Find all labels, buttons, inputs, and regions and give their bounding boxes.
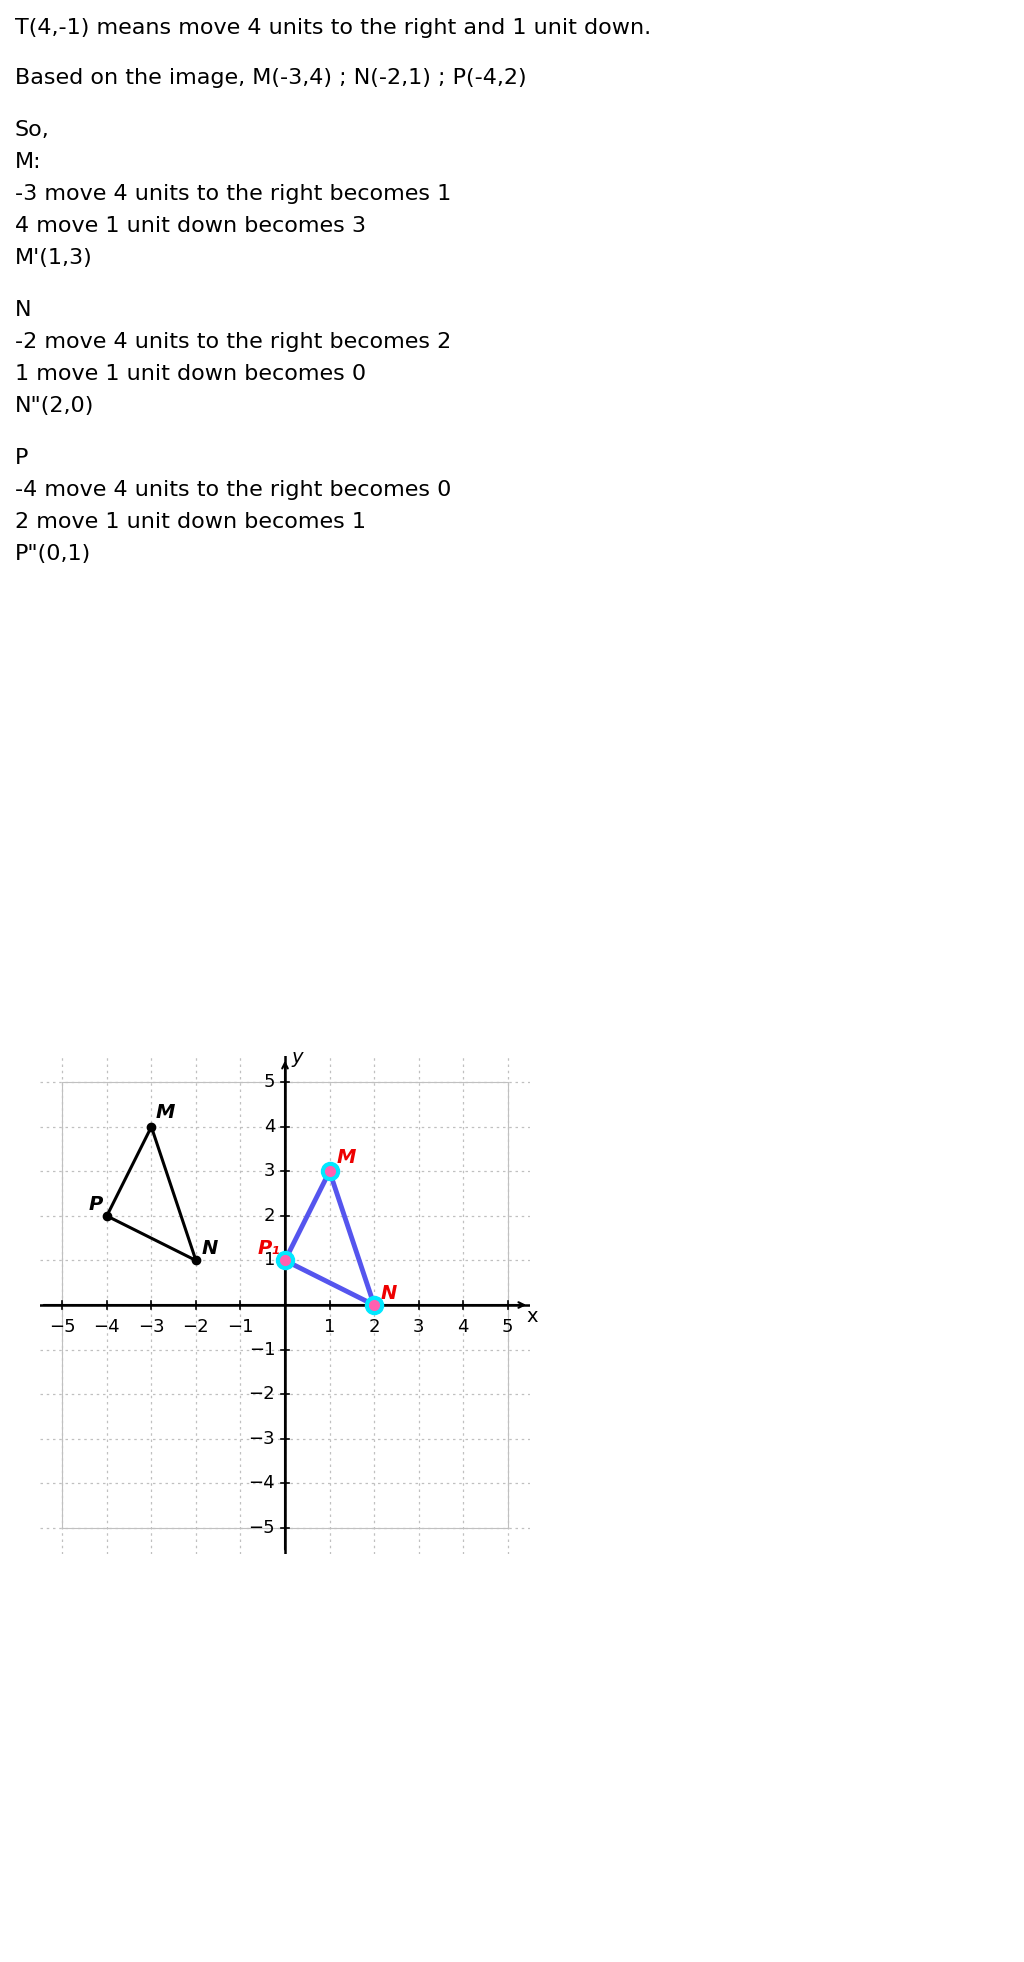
Text: P"(0,1): P"(0,1) xyxy=(15,543,91,563)
Text: N: N xyxy=(202,1240,218,1258)
Text: N"(2,0): N"(2,0) xyxy=(15,396,94,416)
Text: 1: 1 xyxy=(324,1318,335,1336)
Text: x: x xyxy=(526,1307,538,1326)
Text: P: P xyxy=(15,447,29,469)
Text: 5: 5 xyxy=(264,1073,275,1091)
Text: 1: 1 xyxy=(264,1252,275,1269)
Text: M: M xyxy=(336,1148,355,1167)
Text: 3: 3 xyxy=(264,1162,275,1181)
Text: −2: −2 xyxy=(182,1318,209,1336)
Text: 4: 4 xyxy=(458,1318,469,1336)
Text: M: M xyxy=(156,1103,175,1122)
Text: −3: −3 xyxy=(249,1430,275,1448)
Text: Based on the image, M(-3,4) ; N(-2,1) ; P(-4,2): Based on the image, M(-3,4) ; N(-2,1) ; … xyxy=(15,69,526,88)
Text: -3 move 4 units to the right becomes 1: -3 move 4 units to the right becomes 1 xyxy=(15,184,452,204)
Text: M:: M: xyxy=(15,151,42,173)
Text: 3: 3 xyxy=(413,1318,424,1336)
Text: 2 move 1 unit down becomes 1: 2 move 1 unit down becomes 1 xyxy=(15,512,366,532)
Text: −1: −1 xyxy=(249,1340,275,1358)
Text: y: y xyxy=(292,1048,303,1067)
Text: −4: −4 xyxy=(93,1318,120,1336)
Text: N: N xyxy=(15,300,32,320)
Text: -2 move 4 units to the right becomes 2: -2 move 4 units to the right becomes 2 xyxy=(15,332,452,351)
Text: −4: −4 xyxy=(249,1473,275,1493)
Text: −1: −1 xyxy=(227,1318,254,1336)
Text: −2: −2 xyxy=(249,1385,275,1403)
Text: 5: 5 xyxy=(502,1318,513,1336)
Text: -4 move 4 units to the right becomes 0: -4 move 4 units to the right becomes 0 xyxy=(15,481,452,500)
Text: So,: So, xyxy=(15,120,50,139)
Text: N: N xyxy=(381,1283,397,1303)
Text: 4 move 1 unit down becomes 3: 4 move 1 unit down becomes 3 xyxy=(15,216,366,235)
Text: −3: −3 xyxy=(138,1318,165,1336)
Text: M'(1,3): M'(1,3) xyxy=(15,247,93,269)
Text: 1 move 1 unit down becomes 0: 1 move 1 unit down becomes 0 xyxy=(15,365,367,385)
Text: 2: 2 xyxy=(264,1207,275,1224)
Text: 2: 2 xyxy=(369,1318,380,1336)
Text: 4: 4 xyxy=(264,1118,275,1136)
Text: P₁: P₁ xyxy=(258,1240,281,1258)
Text: −5: −5 xyxy=(249,1519,275,1536)
Text: T(4,-1) means move 4 units to the right and 1 unit down.: T(4,-1) means move 4 units to the right … xyxy=(15,18,651,37)
Text: P: P xyxy=(88,1195,102,1214)
Text: −5: −5 xyxy=(49,1318,76,1336)
